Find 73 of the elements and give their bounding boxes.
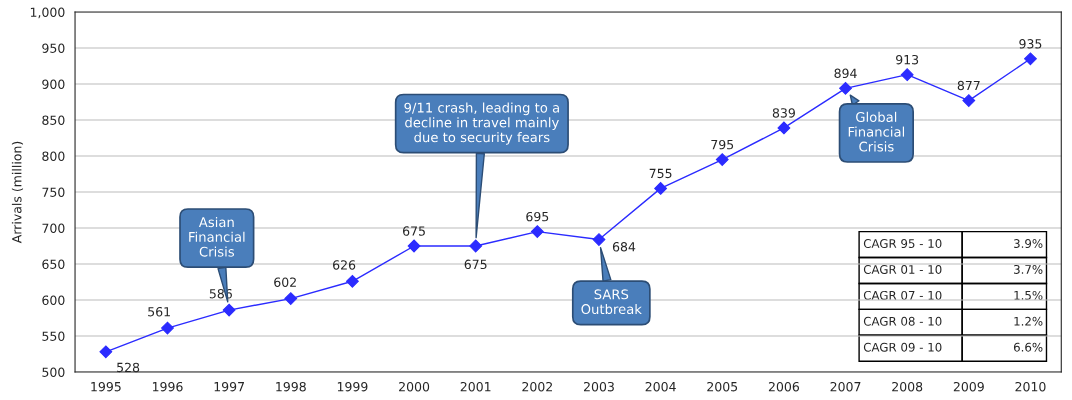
annotation: 3.9% <box>1014 239 1043 248</box>
data-label: 877 <box>957 80 980 91</box>
x-tick-label: 2007 <box>830 381 861 392</box>
data-label: 755 <box>649 168 672 179</box>
y-tick-label: 950 <box>42 43 65 53</box>
point <box>1024 52 1037 66</box>
y-tick-label: 900 <box>42 79 65 89</box>
data-label: 528 <box>117 362 140 373</box>
x-tick-label: 2001 <box>460 381 491 392</box>
annotation: CAGR 95 - 10 <box>863 239 942 248</box>
y-tick-label: 500 <box>42 367 65 377</box>
data-label: 675 <box>403 226 425 236</box>
y-tick-label: 800 <box>42 151 65 161</box>
data-label: 684 <box>612 242 636 252</box>
x-tick-label: 1996 <box>152 381 183 392</box>
point <box>222 303 236 317</box>
x-tick-label: 2009 <box>953 381 984 392</box>
annotation: Asian Financial Crisis <box>189 216 245 257</box>
data-label: 913 <box>896 54 919 65</box>
point <box>715 153 729 167</box>
annotation: 6.6% <box>1013 342 1043 352</box>
x-tick-label: 2000 <box>399 381 430 392</box>
y-tick-label: 700 <box>42 223 65 233</box>
x-tick-label: 2004 <box>645 381 676 392</box>
data-label: 839 <box>772 108 795 118</box>
point <box>839 81 852 95</box>
x-tick-label: 1998 <box>276 381 306 392</box>
data-label: 795 <box>711 139 734 150</box>
x-tick-label: 2010 <box>1015 381 1046 392</box>
point <box>407 239 421 253</box>
annotation: 1.2% <box>1014 316 1043 326</box>
x-tick-label: 2005 <box>707 381 738 392</box>
y-axis-title: Arrivals (million) <box>11 141 24 244</box>
point <box>592 233 606 246</box>
annotation: CAGR 08 - 10 <box>863 316 942 326</box>
y-tick-label: 1,000 <box>30 7 65 19</box>
annotation: 1.5% <box>1014 290 1043 300</box>
y-tick-label: 600 <box>42 295 65 305</box>
point <box>530 225 544 239</box>
annotation: 9/11 crash, leading to a decline in travel mainly due to security fears <box>404 102 559 145</box>
data-label: 626 <box>333 260 356 270</box>
point <box>284 292 298 305</box>
data-label: 695 <box>526 211 549 222</box>
x-tick-label: 2006 <box>768 381 800 392</box>
annotation: Global Financial Crisis <box>848 111 905 152</box>
x-tick-label: 1999 <box>337 381 368 392</box>
point <box>469 239 483 253</box>
annotation: CAGR 09 - 10 <box>863 342 942 352</box>
point <box>900 68 914 82</box>
y-tick-label: 550 <box>42 331 65 341</box>
point <box>962 94 976 107</box>
y-tick-label: 650 <box>42 259 65 269</box>
x-tick-label: 2002 <box>522 381 552 392</box>
y-tick-label: 750 <box>42 187 65 197</box>
data-label: 602 <box>274 277 296 287</box>
annotation: 3.7% <box>1014 264 1043 274</box>
annotation: CAGR 01 - 10 <box>863 264 942 274</box>
x-tick-label: 1997 <box>214 381 244 392</box>
x-tick-label: 2003 <box>583 381 614 392</box>
data-label: 561 <box>148 306 170 317</box>
data-label: 894 <box>834 68 857 79</box>
point <box>346 274 359 288</box>
point <box>777 121 791 135</box>
point <box>99 345 113 359</box>
data-label: 675 <box>464 259 487 270</box>
annotation: CAGR 07 - 10 <box>863 290 942 300</box>
y-tick-label: 850 <box>42 115 65 125</box>
annotation: SARS Outbreak <box>581 289 642 315</box>
x-tick-label: 1995 <box>91 381 121 392</box>
x-tick-label: 2008 <box>892 381 923 392</box>
point <box>654 181 668 195</box>
data-label: 935 <box>1019 39 1042 49</box>
point <box>161 321 174 335</box>
